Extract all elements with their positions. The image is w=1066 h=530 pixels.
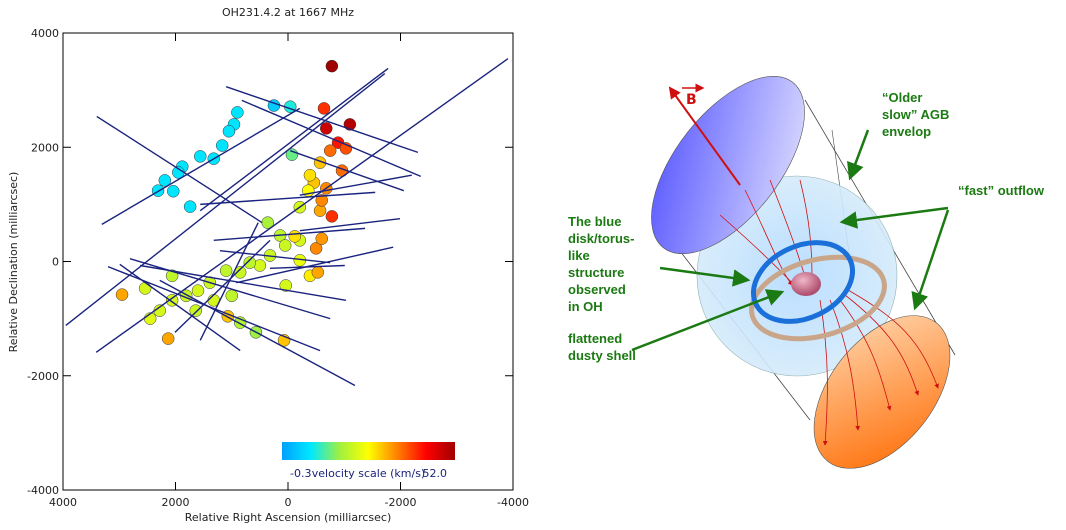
maser-spot <box>314 205 326 217</box>
maser-spot <box>326 60 338 72</box>
maser-spot <box>116 289 128 301</box>
maser-spot <box>244 257 256 269</box>
figure: OH231.4.2 at 1667 MHz Relative Right Asc… <box>0 0 1066 526</box>
torus-label: in OH <box>568 299 603 314</box>
colorbar-tick-label: 52.0 <box>423 467 448 480</box>
torus-label: like <box>568 248 590 263</box>
maser-spot <box>192 285 204 297</box>
x-tick-label: -2000 <box>385 496 417 509</box>
x-axis-label: Relative Right Ascension (milliarcsec) <box>185 511 392 524</box>
field-label: B <box>686 92 697 108</box>
central-star <box>791 272 821 296</box>
polarization-vector <box>226 87 418 153</box>
x-tick-label: -4000 <box>497 496 529 509</box>
maser-spot <box>226 290 238 302</box>
torus-label: observed <box>568 282 626 297</box>
maser-spot <box>304 169 316 181</box>
maser-spot <box>167 185 179 197</box>
maser-spot <box>194 150 206 162</box>
pointer-arrow <box>915 210 948 308</box>
envelope-label: envelop <box>882 124 931 139</box>
maser-spot <box>223 125 235 137</box>
torus-label: structure <box>568 265 624 280</box>
maser-spot <box>220 265 232 277</box>
maser-spot <box>190 305 202 317</box>
maser-spot <box>279 240 291 252</box>
maser-spot <box>326 210 338 222</box>
y-tick-label: 2000 <box>31 141 59 154</box>
chart-title: OH231.4.2 at 1667 MHz <box>222 6 354 19</box>
polarization-vector <box>96 59 508 353</box>
shell-label: flattened <box>568 331 622 346</box>
diagram: B “Older slow” AGB envelop “fast” outflo… <box>568 50 1045 493</box>
maser-spot <box>216 140 228 152</box>
maser-spot <box>162 333 174 345</box>
pointer-arrow <box>850 130 868 178</box>
x-tick-label: 0 <box>285 496 292 509</box>
maser-spot <box>318 102 330 114</box>
envelope-label: “Older <box>882 90 922 105</box>
maser-spot <box>320 122 332 134</box>
colorbar <box>282 442 455 460</box>
polarization-vector <box>300 219 400 231</box>
maser-spot <box>139 282 151 294</box>
maser-spot <box>324 145 336 157</box>
maser-spot <box>316 233 328 245</box>
maser-spot <box>312 266 324 278</box>
y-tick-label: -4000 <box>27 484 59 497</box>
y-axis-label: Relative Declination (milliarcsec) <box>7 172 20 353</box>
colorbar-label: velocity scale (km/s) <box>312 467 425 480</box>
x-tick-label: 2000 <box>162 496 190 509</box>
envelope-label: slow” AGB <box>882 107 949 122</box>
colorbar-tick-label: -0.3 <box>290 467 311 480</box>
polarization-vector <box>102 108 300 224</box>
y-tick-label: 4000 <box>31 27 59 40</box>
shell-label: dusty shell <box>568 348 636 363</box>
maser-spot <box>231 106 243 118</box>
torus-label: disk/torus- <box>568 231 634 246</box>
polarization-vector <box>120 264 240 350</box>
polarization-vector <box>200 68 388 210</box>
x-tick-label: 4000 <box>49 496 77 509</box>
y-tick-label: -2000 <box>27 370 59 383</box>
outflow-label: “fast” outflow <box>958 183 1045 198</box>
y-tick-label: 0 <box>52 256 59 269</box>
maser-spot <box>184 201 196 213</box>
maser-spot <box>289 230 301 242</box>
polarization-vector <box>97 116 262 222</box>
torus-label: The blue <box>568 214 621 229</box>
plot-area: 4000 2000 0 -2000 -4000 -4000 -2000 0 2000 4000 -0… <box>27 27 529 509</box>
